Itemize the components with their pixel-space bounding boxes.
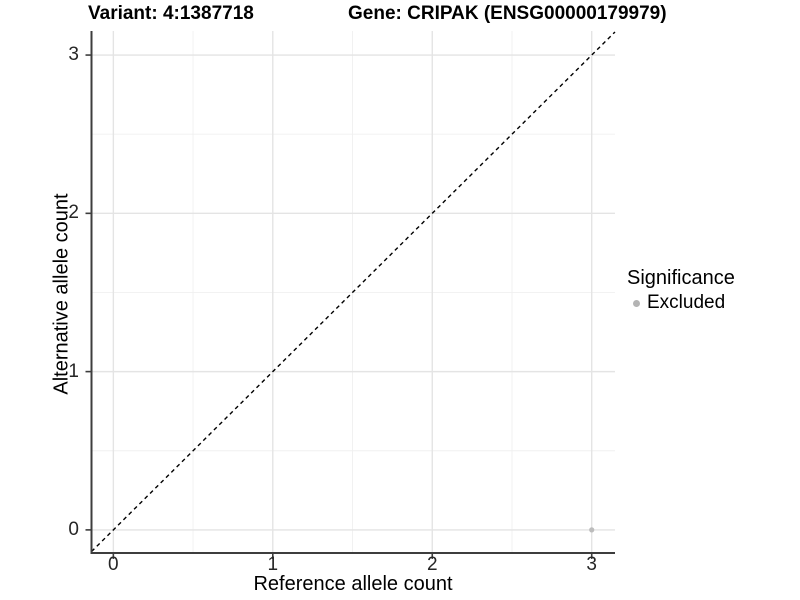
y-tick-label: 0	[68, 518, 79, 540]
identity-dashed-line	[91, 31, 616, 553]
legend: Significance Excluded	[627, 266, 735, 314]
plot-title-gene: Gene: CRIPAK (ENSG00000179979)	[348, 3, 667, 24]
legend-point-icon	[633, 299, 640, 307]
y-tick-label: 1	[68, 360, 79, 382]
y-tick-label: 2	[68, 202, 79, 224]
x-tick-label: 2	[426, 554, 438, 575]
data-point	[589, 527, 595, 533]
legend-entry-label: Excluded	[647, 292, 726, 313]
x-tick-label: 0	[108, 554, 119, 575]
x-tick-label: 1	[267, 554, 279, 575]
plot-title-variant: Variant: 4:1387718	[88, 3, 254, 24]
x-axis-title: Reference allele count	[253, 573, 453, 595]
y-tick-label: 3	[68, 44, 79, 66]
legend-title: Significance	[627, 267, 735, 289]
x-tick-label: 3	[586, 554, 597, 575]
legend-entry-excluded: Excluded	[627, 292, 735, 314]
